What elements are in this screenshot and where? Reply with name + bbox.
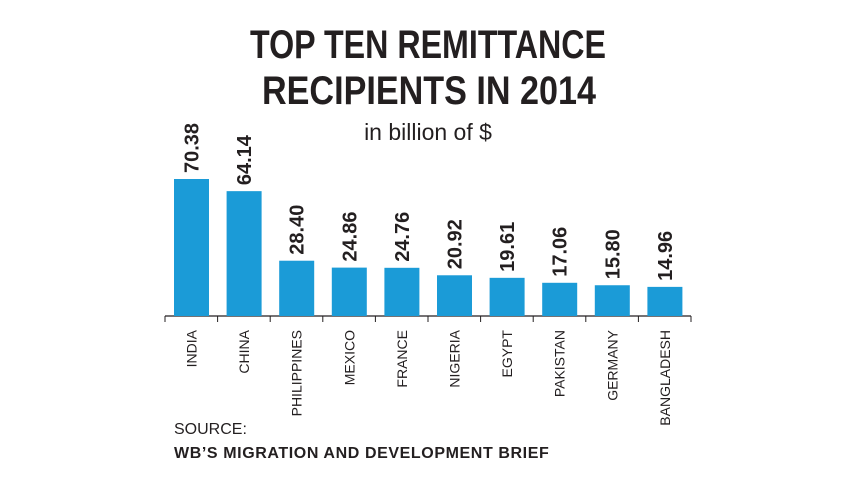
bar xyxy=(279,260,315,316)
x-tick-label: PAKISTAN xyxy=(552,330,568,397)
x-tick-label: MEXICO xyxy=(341,330,357,385)
bar xyxy=(384,267,420,316)
x-tick-label: CHINA xyxy=(236,329,252,373)
chart-title: TOP TEN REMITTANCE xyxy=(250,23,606,67)
value-label: 17.06 xyxy=(550,227,572,277)
x-tick-label: BANGLADESH xyxy=(657,330,673,426)
bar xyxy=(331,267,367,316)
x-tick-label: INDIA xyxy=(184,329,200,367)
bar xyxy=(226,191,262,316)
chart-subtitle: in billion of $ xyxy=(364,119,492,145)
bar xyxy=(594,285,630,316)
source-text: WB’S MIGRATION AND DEVELOPMENT BRIEF xyxy=(174,445,549,462)
x-tick-label: NIGERIA xyxy=(447,329,463,387)
bar xyxy=(437,275,472,316)
value-label: 20.92 xyxy=(445,219,467,269)
value-label: 14.96 xyxy=(655,231,677,281)
x-tick-label: FRANCE xyxy=(394,330,410,388)
value-label: 64.14 xyxy=(234,134,256,185)
value-label: 24.86 xyxy=(339,212,361,262)
x-tick-label: GERMANY xyxy=(604,329,620,400)
bar xyxy=(542,282,578,316)
bar xyxy=(174,179,209,316)
x-tick-label: PHILIPPINES xyxy=(289,330,305,416)
value-label: 19.61 xyxy=(497,222,519,272)
bar xyxy=(647,286,683,316)
value-label: 15.80 xyxy=(602,229,624,279)
value-label: 24.76 xyxy=(392,212,414,262)
source-label: SOURCE: xyxy=(174,421,247,438)
chart-title: RECIPIENTS IN 2014 xyxy=(262,69,597,113)
x-tick-label: EGYPT xyxy=(499,330,515,378)
bar xyxy=(489,277,525,316)
value-label: 70.38 xyxy=(182,123,204,173)
value-label: 28.40 xyxy=(287,205,309,255)
